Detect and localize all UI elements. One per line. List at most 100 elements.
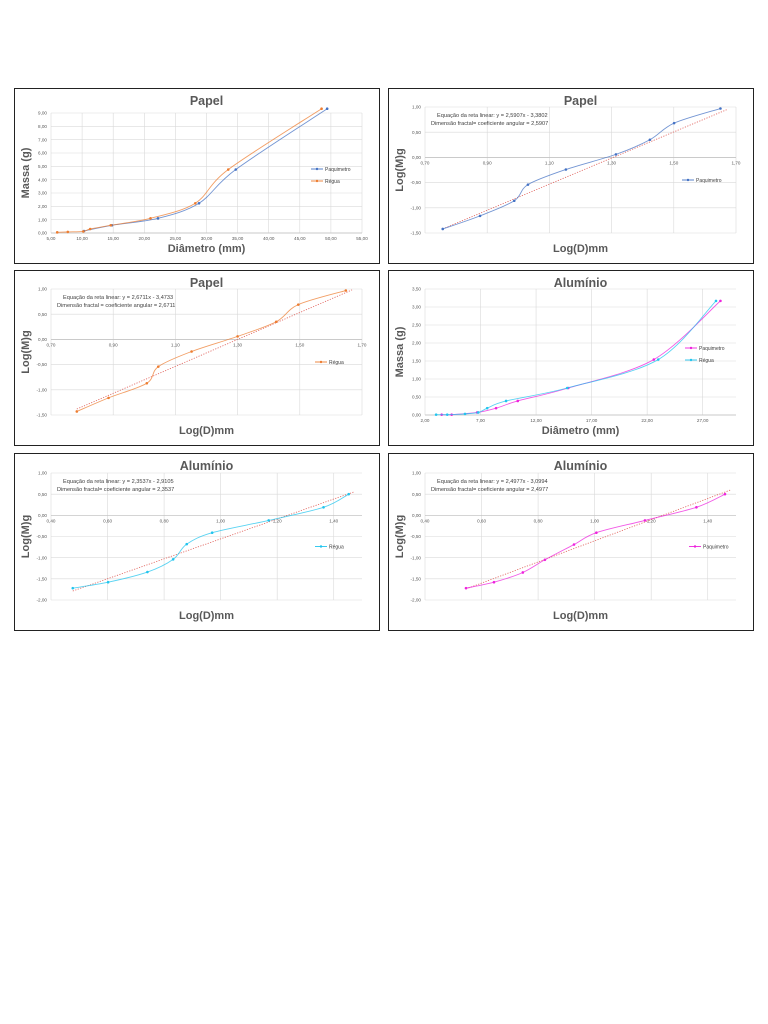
data-point	[526, 183, 530, 186]
data-point	[445, 413, 449, 416]
trendline	[442, 109, 727, 230]
y-tick-label: 3,00	[38, 191, 47, 196]
data-point	[296, 303, 300, 306]
x-tick-label: 1,30	[607, 160, 616, 165]
data-point	[107, 396, 110, 400]
x-tick-label: 1,10	[545, 160, 554, 165]
y-tick-label: 0,50	[412, 395, 421, 400]
chart-svg: 0,70 0,90 1,10 1,30 1,50 1,70 -1,50 -1,00 -0,50 0…	[394, 94, 741, 255]
x-tick-label: 12,00	[530, 418, 542, 423]
data-point	[494, 406, 498, 410]
y-tick-label: 0,50	[412, 492, 421, 497]
data-point	[565, 386, 569, 390]
x-tick-label: 0,60	[477, 518, 486, 523]
y-tick-label: 0,00	[412, 155, 421, 160]
x-tick-label: 10,00	[76, 236, 88, 241]
y-axis-title: Massa (g)	[394, 326, 406, 377]
data-point	[512, 199, 516, 203]
y-tick-label: 1,00	[412, 377, 421, 382]
x-tick-label: 7,00	[476, 418, 485, 423]
chart-panel-papel-log-regua: 0,70 0,90 1,10 1,30 1,50 1,70 -1,50 -1,00 -0,50 0…	[14, 270, 380, 446]
legend-label: Régua	[329, 360, 344, 366]
x-axis-title: Log(D)mm	[553, 610, 608, 622]
legend-marker	[686, 178, 690, 182]
y-tick-label: 1,00	[412, 471, 421, 476]
y-tick-label: 1,00	[38, 287, 47, 292]
fractal-dimension-text: Dimensão fractal= coeficiente angular = …	[57, 487, 174, 493]
data-point	[521, 571, 525, 574]
data-point	[145, 381, 149, 385]
x-tick-label: 0,70	[47, 342, 56, 347]
y-tick-label: 0,00	[412, 413, 421, 418]
y-tick-label: 2,00	[38, 204, 47, 209]
data-point	[325, 107, 329, 111]
data-point	[652, 358, 656, 361]
equation-text: Equação da reta linear: y = 2,4977x - 3,…	[437, 479, 548, 485]
data-point	[485, 406, 489, 410]
x-tick-label: 1,10	[171, 342, 180, 347]
data-point	[274, 320, 278, 324]
data-point	[234, 168, 238, 171]
x-tick-label: 22,00	[641, 418, 653, 423]
y-tick-label: -1,50	[411, 231, 422, 236]
x-tick-label: 0,40	[421, 518, 430, 523]
y-tick-label: 1,00	[38, 217, 47, 222]
y-axis-title: Log(M)g	[20, 515, 32, 558]
series-line-rgua	[57, 108, 322, 233]
legend-label: Régua	[325, 179, 340, 185]
legend-label: Paquimetro	[699, 346, 725, 352]
y-tick-label: -2,00	[411, 598, 422, 603]
y-tick-label: 3,00	[412, 305, 421, 310]
x-axis-title: Diâmetro (mm)	[542, 425, 620, 437]
data-point	[236, 335, 239, 338]
data-point	[714, 299, 718, 303]
legend-marker	[319, 360, 323, 364]
x-tick-label: 27,00	[697, 418, 709, 423]
data-point	[71, 586, 75, 590]
chart-panel-papel-log-paquimetro: 0,70 0,90 1,10 1,30 1,50 1,70 -1,50 -1,00 -0,50 0…	[388, 88, 754, 264]
y-tick-label: 1,50	[412, 359, 421, 364]
data-point	[595, 531, 598, 534]
data-point	[516, 399, 520, 403]
y-tick-label: 0,50	[38, 492, 47, 497]
x-tick-label: 1,00	[590, 518, 599, 523]
legend-label: Régua	[699, 358, 714, 364]
x-tick-label: 1,50	[669, 160, 678, 165]
x-tick-label: 1,30	[233, 342, 242, 347]
legend-marker	[693, 545, 697, 548]
data-point	[156, 365, 160, 368]
x-tick-label: 0,40	[47, 518, 56, 523]
data-point	[210, 531, 214, 534]
y-tick-label: -0,50	[411, 180, 422, 185]
x-axis-title: Log(D)mm	[179, 425, 234, 437]
x-tick-label: 55,00	[356, 236, 368, 241]
series-line-paquimetro	[83, 108, 328, 232]
legend-label: Régua	[329, 544, 344, 550]
data-point	[82, 230, 85, 233]
x-tick-label: 20,00	[139, 236, 151, 241]
data-point	[572, 543, 576, 546]
y-tick-label: -1,00	[411, 205, 422, 210]
equation-text: Equação da reta linear: y = 2,5907x - 3,…	[437, 113, 548, 119]
data-point	[185, 542, 189, 546]
x-tick-label: 1,20	[647, 518, 656, 523]
chart-panel-aluminio-log-regua: 0,40 0,60 0,80 1,00 1,20 1,40 -2,00 -1,50 -1,00 -…	[14, 453, 380, 631]
fractal-dimension-text: Dimensão fractal= coeficiente angular = …	[431, 487, 548, 493]
y-tick-label: 4,00	[38, 177, 47, 182]
chart-svg: 5,00 10,00 15,00 20,00 25,00 30,00 35,00 40,00 4…	[20, 94, 368, 255]
x-tick-label: 0,60	[103, 518, 112, 523]
y-tick-label: -0,50	[411, 534, 422, 539]
x-tick-label: 35,00	[232, 236, 244, 241]
fractal-dimension-text: Dimensão fractal= coeficiente angular = …	[431, 121, 548, 127]
data-point	[477, 411, 480, 414]
chart-panel-papel-diametro: 5,00 10,00 15,00 20,00 25,00 30,00 35,00 40,00 4…	[14, 88, 380, 264]
y-tick-label: 2,50	[412, 323, 421, 328]
equation-text: Equação da reta linear: y = 2,6711x - 3,…	[63, 295, 173, 301]
chart-title: Alumínio	[554, 459, 608, 473]
x-tick-label: 1,50	[295, 342, 304, 347]
legend-marker	[319, 545, 323, 548]
data-point	[171, 558, 175, 561]
data-point	[267, 519, 270, 522]
data-point	[672, 121, 676, 125]
x-tick-label: 5,00	[47, 236, 56, 241]
